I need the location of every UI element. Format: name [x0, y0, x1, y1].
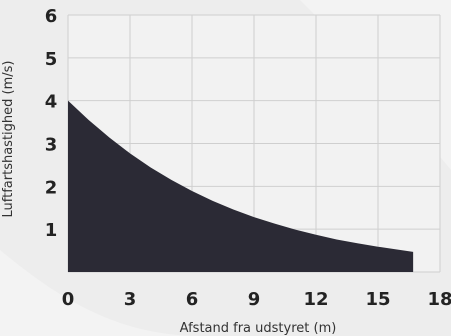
- y-tick-label: 2: [45, 177, 58, 198]
- y-tick-label: 5: [45, 49, 58, 70]
- x-tick-label: 6: [186, 289, 199, 310]
- y-tick-label: 3: [45, 135, 58, 156]
- x-tick-label: 3: [124, 289, 137, 310]
- area-fill: [68, 100, 414, 273]
- x-tick-label: 12: [303, 289, 328, 310]
- y-tick-label: 4: [45, 92, 58, 113]
- x-tick-label: 15: [365, 289, 390, 310]
- y-axis-label: Luftfartshastighed (m/s): [1, 61, 16, 218]
- x-tick-label: 0: [62, 289, 75, 310]
- y-tick-labels: 1 2 3 4 5 6: [45, 6, 58, 241]
- x-tick-label: 9: [248, 289, 261, 310]
- series-area: [68, 100, 414, 273]
- x-axis-label: Afstand fra udstyret (m): [180, 321, 337, 336]
- y-tick-label: 1: [45, 220, 58, 241]
- y-tick-label: 6: [45, 6, 58, 27]
- x-tick-labels: 0 3 6 9 12 15 18: [62, 289, 451, 310]
- x-tick-label: 18: [427, 289, 451, 310]
